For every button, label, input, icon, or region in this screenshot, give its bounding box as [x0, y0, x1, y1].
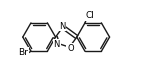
Text: Cl: Cl — [85, 11, 94, 20]
Text: Br: Br — [18, 48, 28, 57]
Text: N: N — [59, 22, 65, 30]
Text: N: N — [53, 40, 60, 49]
Text: O: O — [67, 44, 74, 53]
